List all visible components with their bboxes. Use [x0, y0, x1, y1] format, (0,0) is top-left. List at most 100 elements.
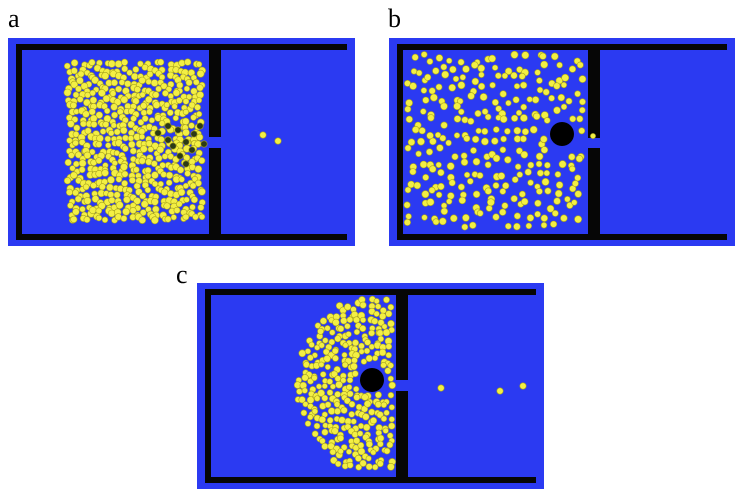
pedestrian-particle — [157, 136, 165, 144]
pedestrian-particle — [544, 187, 552, 195]
pedestrian-particle — [511, 176, 519, 183]
pedestrian-particle — [105, 142, 112, 149]
pedestrian-particle — [579, 98, 586, 106]
pedestrian-particle — [72, 208, 80, 216]
pedestrian-particle — [571, 180, 579, 187]
pedestrian-particle — [130, 115, 137, 122]
pedestrian-particle — [513, 135, 522, 143]
pedestrian-particle — [189, 204, 196, 211]
pedestrian-particle — [163, 202, 171, 210]
pedestrian-particle — [353, 385, 360, 393]
pedestrian-particle — [565, 97, 573, 105]
pedestrian-particle — [70, 215, 78, 223]
escaped-pedestrian — [496, 387, 504, 395]
pedestrian-particle — [377, 434, 385, 442]
pedestrian-particle — [560, 103, 568, 111]
pedestrian-particle — [190, 114, 197, 121]
pedestrian-particle — [505, 222, 512, 230]
pedestrian-particle — [129, 147, 137, 155]
pedestrian-particle — [434, 131, 442, 139]
pedestrian-particle — [446, 162, 455, 171]
pedestrian-particle — [404, 186, 412, 194]
pedestrian-particle — [359, 459, 367, 467]
pedestrian-particle — [383, 447, 391, 455]
pedestrian-particle — [531, 96, 540, 104]
pedestrian-particle — [330, 456, 338, 465]
panel-c-diagram — [197, 283, 544, 489]
pedestrian-particle — [387, 391, 395, 399]
pedestrian-particle — [133, 166, 140, 173]
pedestrian-particle — [337, 325, 345, 333]
pedestrian-particle — [178, 59, 186, 67]
pedestrian-particle — [566, 201, 574, 209]
pedestrian-particle — [194, 103, 201, 111]
pedestrian-particle — [446, 57, 453, 64]
pedestrian-particle — [130, 72, 139, 81]
pedestrian-particle — [477, 82, 486, 91]
pedestrian-particle — [148, 117, 155, 124]
pedestrian-particle — [518, 72, 526, 80]
pedestrian-particle — [326, 417, 334, 424]
pedestrian-particle — [182, 108, 189, 116]
pedestrian-particle — [553, 106, 561, 115]
pedestrian-particle — [150, 79, 159, 87]
pedestrian-particle — [139, 209, 147, 216]
pedestrian-particle — [98, 89, 106, 97]
pedestrian-particle — [158, 73, 166, 81]
pedestrian-particle — [166, 109, 174, 117]
pedestrian-particle — [63, 62, 71, 70]
pedestrian-particle — [440, 202, 448, 209]
jammed-pedestrian — [154, 129, 162, 137]
pedestrian-particle — [488, 54, 496, 63]
pedestrian-particle — [374, 391, 382, 399]
pedestrian-particle — [172, 89, 181, 97]
pedestrian-particle — [118, 79, 126, 86]
pedestrian-particle — [74, 195, 82, 203]
pedestrian-particle — [453, 115, 462, 123]
pedestrian-particle — [144, 186, 152, 194]
panel-label-a: a — [8, 4, 20, 33]
pedestrian-particle — [352, 339, 360, 347]
pedestrian-particle — [438, 217, 447, 226]
pedestrian-particle — [308, 341, 315, 348]
pedestrian-particle — [387, 319, 395, 328]
pedestrian-particle — [307, 354, 314, 361]
pedestrian-particle — [376, 329, 384, 337]
pedestrian-particle — [165, 171, 174, 180]
pedestrian-particle — [441, 70, 450, 79]
pedestrian-particle — [461, 223, 469, 231]
pedestrian-particle — [365, 455, 372, 462]
panel-b-diagram — [389, 38, 735, 246]
pedestrian-particle — [318, 415, 327, 424]
pedestrian-particle — [160, 171, 167, 178]
pedestrian-particle — [379, 312, 387, 320]
pedestrian-particle — [165, 179, 173, 186]
pedestrian-particle — [177, 188, 186, 197]
pedestrian-particle — [534, 210, 541, 218]
jammed-pedestrian — [188, 146, 196, 154]
pedestrian-particle — [388, 381, 396, 390]
pedestrian-particle — [471, 77, 480, 86]
pedestrian-particle — [474, 110, 482, 118]
pedestrian-particle — [440, 121, 448, 129]
pedestrian-particle — [502, 182, 510, 190]
pedestrian-particle — [557, 93, 566, 102]
pedestrian-particle — [333, 401, 341, 408]
jammed-pedestrian — [176, 152, 184, 160]
pedestrian-particle — [82, 110, 90, 118]
pedestrian-particle — [175, 97, 183, 104]
pedestrian-particle — [296, 388, 303, 395]
pedestrian-particle — [519, 135, 527, 143]
pedestrian-particle — [344, 322, 351, 330]
pedestrian-particle — [371, 317, 379, 325]
pedestrian-particle — [69, 165, 76, 172]
pedestrian-particle — [499, 90, 507, 98]
pedestrian-particle — [129, 207, 137, 215]
pedestrian-particle — [510, 71, 518, 80]
pedestrian-particle — [144, 172, 152, 180]
pedestrian-particle — [380, 401, 388, 409]
pedestrian-particle — [198, 213, 206, 221]
pedestrian-particle — [526, 214, 535, 222]
jammed-pedestrian — [164, 122, 172, 130]
pedestrian-particle — [377, 335, 385, 343]
